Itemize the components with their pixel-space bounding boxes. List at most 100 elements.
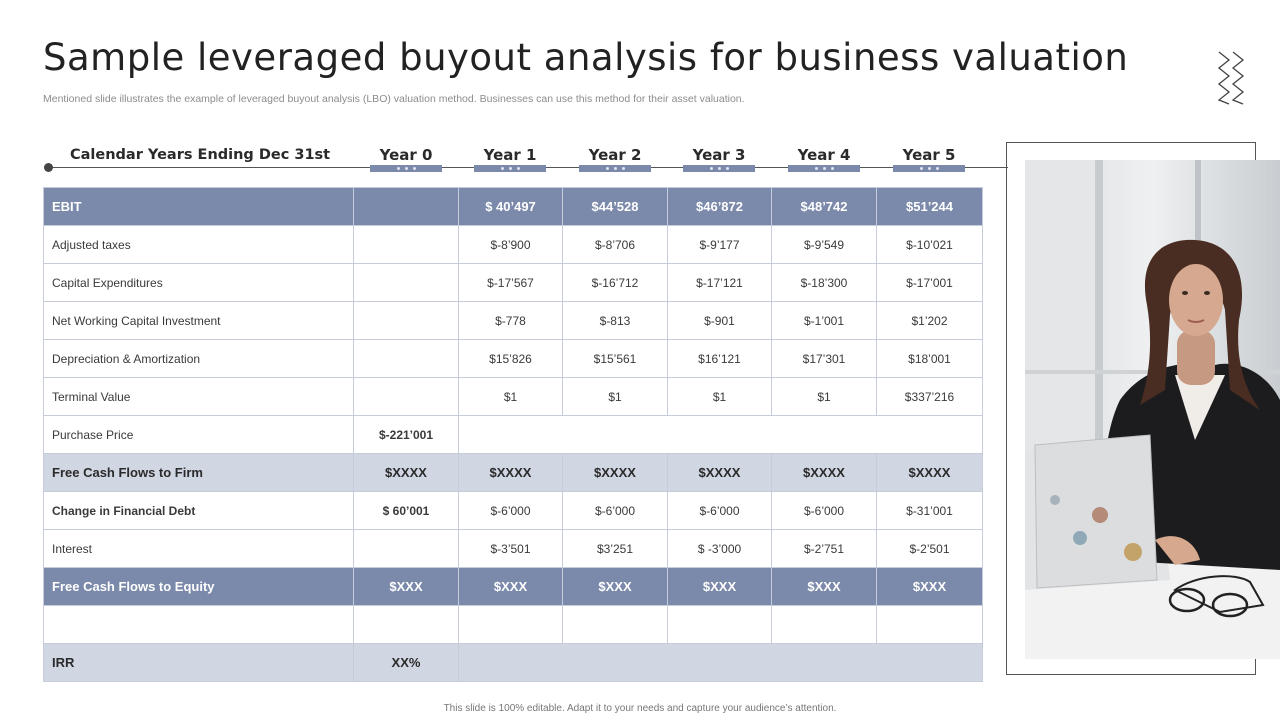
footer-note: This slide is 100% editable. Adapt it to…: [443, 703, 837, 714]
row-label: IRR: [43, 643, 354, 682]
table-cell: $-17’001: [876, 263, 983, 302]
year-4-bar: [788, 165, 860, 172]
cell-empty: [353, 529, 459, 568]
table-row-purchase-price: Purchase Price $-221’001: [43, 415, 983, 454]
table-cell: $46’872: [667, 187, 772, 226]
table-cell: $-16’712: [562, 263, 668, 302]
table-cell: $1: [667, 377, 772, 416]
table-row-capital-expenditures: Capital Expenditures $-17’567 $-16’712 $…: [43, 263, 983, 302]
year-1-bar: [474, 165, 546, 172]
table-cell: $XXXX: [771, 453, 877, 492]
table-cell: $XXXX: [876, 453, 983, 492]
table-cell: $-18’300: [771, 263, 877, 302]
row-label: Free Cash Flows to Firm: [43, 453, 354, 492]
table-cell: $-17’121: [667, 263, 772, 302]
table-cell: $XXX: [876, 567, 983, 606]
year-4-label: Year 4: [797, 146, 851, 164]
row-label: Net Working Capital Investment: [43, 301, 354, 340]
row-label: Free Cash Flows to Equity: [43, 567, 354, 606]
table-cell: $-3’501: [458, 529, 563, 568]
table-cell: $-1’001: [771, 301, 877, 340]
cell-empty: [562, 605, 668, 644]
cell-empty: [876, 605, 983, 644]
table-row-terminal-value: Terminal Value $1 $1 $1 $1 $337’216: [43, 377, 983, 416]
row-label: Adjusted taxes: [43, 225, 354, 264]
table-cell: $15’561: [562, 339, 668, 378]
table-cell: $16’121: [667, 339, 772, 378]
table-cell: $-8’900: [458, 225, 563, 264]
cell-empty: [43, 605, 354, 644]
table-cell: $18’001: [876, 339, 983, 378]
table-cell: $-9’177: [667, 225, 772, 264]
table-cell: $XXX: [458, 567, 563, 606]
table-row-ebit: EBIT $ 40’497 $44’528 $46’872 $48’742 $5…: [43, 187, 983, 226]
table-row-empty: [43, 605, 983, 644]
table-cell: XX%: [353, 643, 459, 682]
table-cell: $15’826: [458, 339, 563, 378]
table-cell: $XXX: [771, 567, 877, 606]
table-cell: $XXXX: [562, 453, 668, 492]
cell-empty: [458, 605, 563, 644]
timeline-dot: [44, 163, 53, 172]
table-cell: $-17’567: [458, 263, 563, 302]
row-label: Change in Financial Debt: [43, 491, 354, 530]
cell-empty: [771, 605, 877, 644]
table-cell: $17’301: [771, 339, 877, 378]
table-cell: $-8’706: [562, 225, 668, 264]
cell-empty: [353, 301, 459, 340]
table-row-fcf-firm: Free Cash Flows to Firm $XXXX $XXXX $XXX…: [43, 453, 983, 492]
table-cell: $1: [771, 377, 877, 416]
table-cell: $44’528: [562, 187, 668, 226]
table-row-depreciation: Depreciation & Amortization $15’826 $15’…: [43, 339, 983, 378]
table-cell: $-221’001: [353, 415, 459, 454]
year-3-bar: [683, 165, 755, 172]
year-3-label: Year 3: [692, 146, 746, 164]
table-cell: $XXX: [353, 567, 459, 606]
page-title: Sample leveraged buyout analysis for bus…: [43, 36, 1129, 79]
table-cell: $-10’021: [876, 225, 983, 264]
table-cell: $-6’000: [562, 491, 668, 530]
year-5-bar: [893, 165, 965, 172]
table-cell: $-2’501: [876, 529, 983, 568]
zigzag-decoration-icon: [1217, 51, 1245, 105]
row-label: Terminal Value: [43, 377, 354, 416]
row-label: Depreciation & Amortization: [43, 339, 354, 378]
years-heading: Calendar Years Ending Dec 31st: [70, 147, 331, 163]
table-row-net-working-capital: Net Working Capital Investment $-778 $-8…: [43, 301, 983, 340]
table-row-financial-debt: Change in Financial Debt $ 60’001 $-6’00…: [43, 491, 983, 530]
cell-empty-merged: [458, 415, 983, 454]
table-cell: $XXXX: [353, 453, 459, 492]
table-cell: $337’216: [876, 377, 983, 416]
row-label: Interest: [43, 529, 354, 568]
cell-empty: [353, 377, 459, 416]
year-0-bar: [370, 165, 442, 172]
year-1-label: Year 1: [483, 146, 537, 164]
table-cell: $-813: [562, 301, 668, 340]
table-cell: $-6’000: [771, 491, 877, 530]
table-cell: $1: [562, 377, 668, 416]
table-row-irr: IRR XX%: [43, 643, 983, 682]
table-cell: $XXXX: [458, 453, 563, 492]
table-cell: $XXX: [667, 567, 772, 606]
table-cell: $ -3’000: [667, 529, 772, 568]
cell-empty: [667, 605, 772, 644]
year-2-bar: [579, 165, 651, 172]
year-5-label: Year 5: [902, 146, 956, 164]
table-cell: $-31’001: [876, 491, 983, 530]
row-label: EBIT: [43, 187, 354, 226]
table-cell: $3’251: [562, 529, 668, 568]
table-cell: $-9’549: [771, 225, 877, 264]
table-cell: $ 60’001: [353, 491, 459, 530]
lbo-table: EBIT $ 40’497 $44’528 $46’872 $48’742 $5…: [43, 187, 983, 682]
cell-empty: [353, 339, 459, 378]
table-cell: $-2’751: [771, 529, 877, 568]
page-subtitle: Mentioned slide illustrates the example …: [43, 93, 745, 105]
businesswoman-photo: [1025, 160, 1280, 659]
cell-empty: [353, 225, 459, 264]
table-cell: $-778: [458, 301, 563, 340]
row-label: Capital Expenditures: [43, 263, 354, 302]
cell-empty-merged: [458, 643, 983, 682]
table-cell: $-6’000: [667, 491, 772, 530]
row-label: Purchase Price: [43, 415, 354, 454]
table-cell: $XXX: [562, 567, 668, 606]
